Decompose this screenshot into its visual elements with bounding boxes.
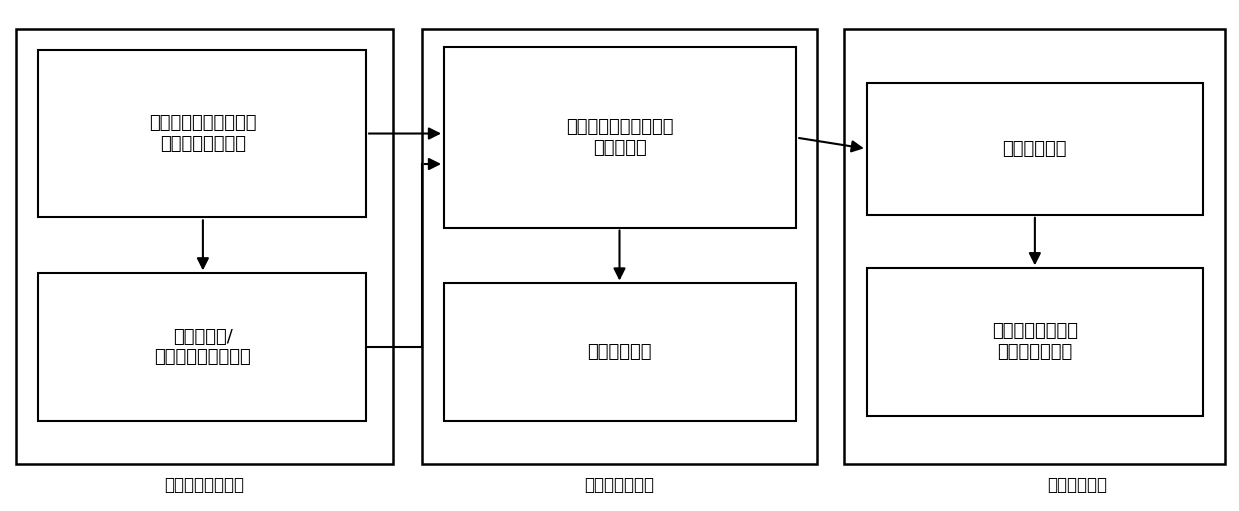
Bar <box>38 273 366 421</box>
Text: 粒子群初始化模块: 粒子群初始化模块 <box>164 476 244 494</box>
Text: 初始粒子群/
档案及网格生成模块: 初始粒子群/ 档案及网格生成模块 <box>155 328 252 366</box>
Bar <box>867 268 1203 415</box>
Text: 档案维护模块: 档案维护模块 <box>1047 476 1106 494</box>
Text: 粒子更新模块: 粒子更新模块 <box>587 343 652 361</box>
Text: 档案更新模块: 档案更新模块 <box>1002 140 1067 158</box>
Bar <box>444 47 797 227</box>
Bar <box>16 29 393 464</box>
Text: 基于网格邻域的全局最
优选择模块: 基于网格邻域的全局最 优选择模块 <box>566 118 673 157</box>
Bar <box>867 83 1203 215</box>
Bar <box>421 29 818 464</box>
Bar <box>444 284 797 421</box>
Bar <box>845 29 1225 464</box>
Text: 粒子群更新模块: 粒子群更新模块 <box>585 476 654 494</box>
Text: 航空发动机高压涡轮盘
优化任务定义模块: 航空发动机高压涡轮盘 优化任务定义模块 <box>149 114 256 153</box>
Text: 基于网格邻域的档
案规模控制模块: 基于网格邻域的档 案规模控制模块 <box>992 322 1078 361</box>
Bar <box>38 50 366 217</box>
